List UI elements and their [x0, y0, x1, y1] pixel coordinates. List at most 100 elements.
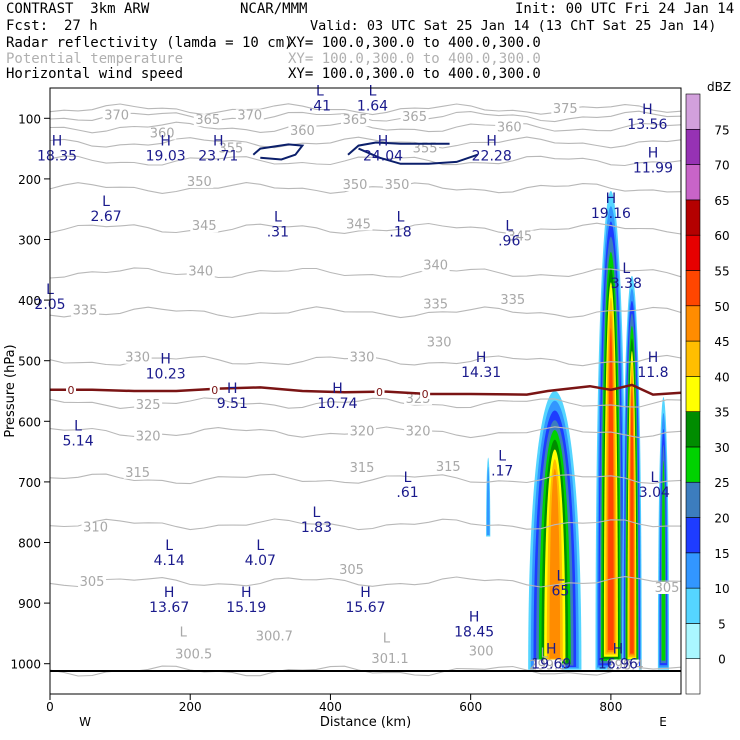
reflectivity-cell-1-50dbz — [608, 328, 614, 651]
hl-marker-type-34: L — [557, 569, 565, 585]
freezing-level-layer: 0 0 0 0 — [50, 383, 682, 401]
hl-marker-type-22: L — [274, 209, 282, 225]
hl-marker-value-15: 15.67 — [345, 600, 385, 616]
colorbar-label-14: 70 — [714, 159, 729, 173]
hl-marker-type-6: H — [648, 146, 659, 162]
theta-label-41: 299.8 — [529, 659, 566, 674]
colorbar-swatch-13 — [685, 199, 701, 236]
x-axis-label: Distance (km) — [320, 715, 411, 730]
wind-contour-1 — [347, 141, 450, 156]
hl-marker-type-23: L — [397, 209, 405, 225]
theta-label-bg-37 — [260, 630, 289, 643]
theta-label-6: 360 — [150, 126, 175, 141]
fcst-label: Fcst: — [6, 18, 49, 34]
y-axis-label: Pressure (hPa) — [3, 344, 18, 437]
theta-l-mark-1: L — [383, 631, 391, 646]
colorbar-swatch-2 — [685, 587, 701, 624]
left-title: CONTRAST 3km ARW — [6, 1, 150, 17]
hl-marker-value-33: 4.07 — [245, 553, 276, 569]
colorbar-label-15: 75 — [714, 123, 729, 137]
theta-label-5: 375 — [553, 102, 578, 117]
hl-marker-type-25: L — [622, 261, 630, 277]
colorbar-label-11: 55 — [714, 264, 729, 278]
theta-label-bg-24 — [425, 336, 454, 349]
colorbar-title: dBZ — [707, 80, 731, 94]
hl-marker-value-1: 19.03 — [146, 149, 186, 165]
theta-contour-310 — [49, 518, 682, 531]
theta-label-9: 355 — [218, 142, 243, 157]
theta-label-bg-29 — [404, 425, 433, 438]
theta-label-25: 325 — [136, 398, 161, 413]
hl-marker-value-24: .96 — [498, 233, 520, 249]
colorbar-label-12: 60 — [714, 229, 729, 243]
hl-marker-type-31: L — [313, 505, 321, 521]
hl-marker-value-20: 1.64 — [357, 98, 388, 114]
hl-marker-value-2: 23.71 — [198, 149, 238, 165]
theta-label-bg-16 — [505, 230, 534, 243]
theta-label-bg-41 — [533, 659, 562, 672]
theta-label-bg-21 — [498, 294, 527, 307]
hl-marker-value-0: 18.35 — [37, 149, 77, 165]
theta-label-37: 300.7 — [256, 629, 293, 644]
hl-marker-type-10: H — [332, 381, 343, 397]
center-title: NCAR/MMM — [240, 1, 308, 17]
theta-label-bg-34 — [78, 575, 107, 588]
theta-label-bg-38 — [179, 648, 208, 661]
theta-label-bg-5 — [551, 103, 580, 116]
theta-label-1: 365 — [195, 113, 220, 128]
theta-label-bg-9 — [216, 142, 245, 155]
theta-label-40: 300 — [469, 645, 494, 660]
wind-contour-2 — [358, 147, 479, 165]
theta-label-23: 330 — [350, 351, 375, 366]
theta-label-bg-14 — [190, 220, 219, 233]
hl-marker-value-22: .31 — [267, 224, 289, 240]
colorbar-label-2: 10 — [714, 582, 729, 596]
valid-time: Valid: 03 UTC Sat 25 Jan 14 (13 ChT Sat … — [310, 18, 717, 34]
theta-label-2: 370 — [237, 108, 262, 123]
freezing-label-1: 0 — [211, 384, 218, 397]
theta-label-bg-35 — [337, 563, 366, 576]
fcst-value: 27 h — [64, 18, 98, 34]
theta-label-36: 305 — [655, 581, 680, 596]
theta-label-38: 300.5 — [175, 648, 212, 663]
field-3-xy: XY= 100.0,300.0 to 400.0,300.0 — [288, 66, 541, 82]
theta-label-34: 305 — [80, 575, 105, 590]
theta-label-bg-1 — [193, 114, 222, 127]
theta-label-bg-27 — [134, 430, 163, 443]
hl-marker-value-21: 2.67 — [91, 209, 122, 225]
colorbar-swatch-0 — [685, 658, 701, 695]
hl-marker-type-33: L — [256, 538, 264, 554]
field-2-xy: XY= 100.0,300.0 to 400.0,300.0 — [288, 51, 541, 67]
hl-marker-value-30: 3.04 — [639, 485, 670, 501]
colorbar-swatch-11 — [685, 270, 701, 307]
colorbar-label-3: 15 — [714, 547, 729, 561]
hl-marker-type-8: H — [160, 352, 171, 368]
y-tick-label-1: 200 — [18, 173, 41, 187]
hl-marker-value-25: 3.38 — [611, 276, 642, 292]
x-tick-label-3: 600 — [459, 700, 482, 714]
hl-marker-type-7: H — [606, 191, 617, 207]
y-tick-label-7: 800 — [18, 537, 41, 551]
theta-label-bg-22 — [123, 351, 152, 364]
hl-marker-value-28: .17 — [491, 464, 513, 480]
colorbar-layer: 0 5 10 15 20 25 30 35 40 45 50 55 60 65 70 75 dBZ — [685, 80, 731, 695]
colorbar-label-9: 45 — [714, 335, 729, 349]
theta-contour-305 — [49, 576, 682, 588]
west-label: W — [79, 715, 91, 729]
theta-label-20: 335 — [423, 297, 448, 312]
hl-marker-type-24: L — [505, 218, 513, 234]
colorbar-swatch-6 — [685, 446, 701, 483]
hl-marker-value-10: 10.74 — [317, 396, 357, 412]
theta-label-bg-40 — [467, 645, 496, 658]
theta-label-18: 340 — [423, 259, 448, 274]
theta-l-mark-2: L — [541, 647, 549, 662]
hl-marker-value-23: .18 — [389, 224, 411, 240]
hl-marker-type-4: H — [486, 134, 497, 150]
theta-label-bg-32 — [434, 460, 463, 473]
colorbar-swatch-3 — [685, 552, 701, 589]
theta-contour-340 — [49, 267, 682, 279]
theta-label-13: 350 — [385, 178, 410, 193]
theta-contour-360 — [49, 136, 682, 149]
theta-label-30: 315 — [125, 466, 150, 481]
reflectivity-cell-4-10dbz — [486, 466, 490, 536]
